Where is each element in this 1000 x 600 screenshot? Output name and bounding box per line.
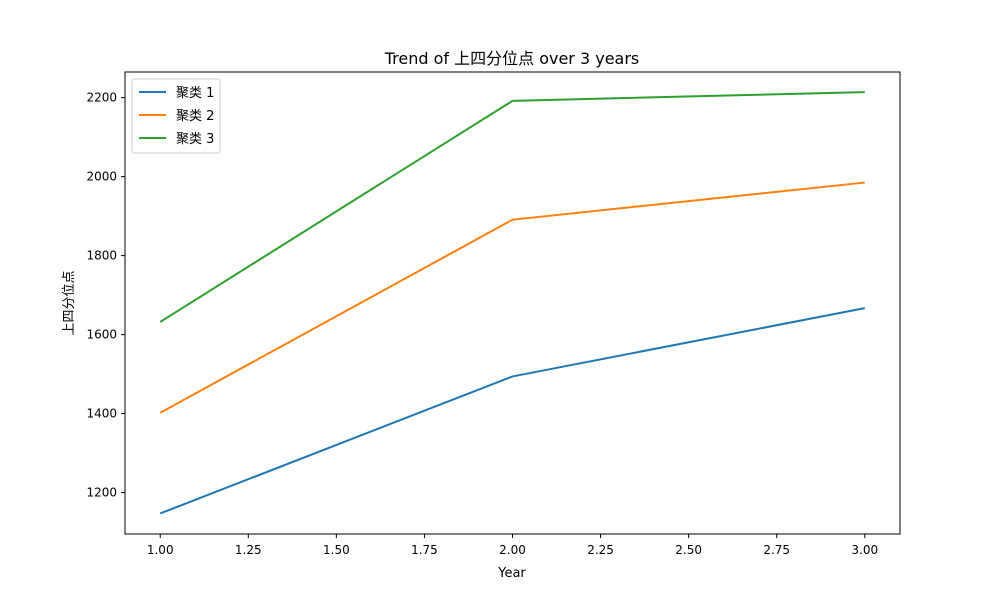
x-tick-label: 2.00	[499, 543, 526, 557]
x-tick-label: 2.75	[763, 543, 790, 557]
y-tick-label: 1400	[86, 407, 117, 421]
series-line-3	[159, 91, 865, 323]
x-tick-label: 2.25	[587, 543, 614, 557]
series-line-2	[159, 181, 865, 414]
y-tick-label: 1600	[86, 328, 117, 342]
series-line-1	[159, 307, 865, 515]
x-tick-label: 3.00	[851, 543, 878, 557]
legend: 聚类 1 聚类 2 聚类 3	[131, 78, 221, 154]
y-tick-label: 1200	[86, 486, 117, 500]
x-tick-label: 1.00	[147, 543, 174, 557]
plot-area	[124, 71, 901, 535]
x-axis-title: Year	[497, 566, 526, 581]
y-axis-title: 上四分位点	[62, 270, 77, 335]
chart-title: Trend of 上四分位点 over 3 years	[384, 49, 640, 68]
x-tick-label: 2.50	[675, 543, 702, 557]
y-tick-label: 2000	[86, 170, 117, 184]
x-tick-label: 1.25	[235, 543, 262, 557]
y-axis: 1200 1400 1600 1800 2000 2200	[86, 91, 125, 500]
y-tick-label: 1800	[86, 249, 117, 263]
legend-label-1: 聚类 1	[176, 86, 214, 101]
x-axis: 1.00 1.25 1.50 1.75 2.00 2.25 2.50 2.75 3.00	[147, 534, 878, 557]
legend-label-2: 聚类 2	[176, 109, 214, 124]
y-tick-label: 2200	[86, 91, 117, 105]
legend-label-3: 聚类 3	[176, 132, 214, 147]
x-tick-label: 1.50	[323, 543, 350, 557]
x-tick-label: 1.75	[411, 543, 438, 557]
series-lines	[159, 91, 865, 515]
legend-box	[131, 78, 221, 154]
